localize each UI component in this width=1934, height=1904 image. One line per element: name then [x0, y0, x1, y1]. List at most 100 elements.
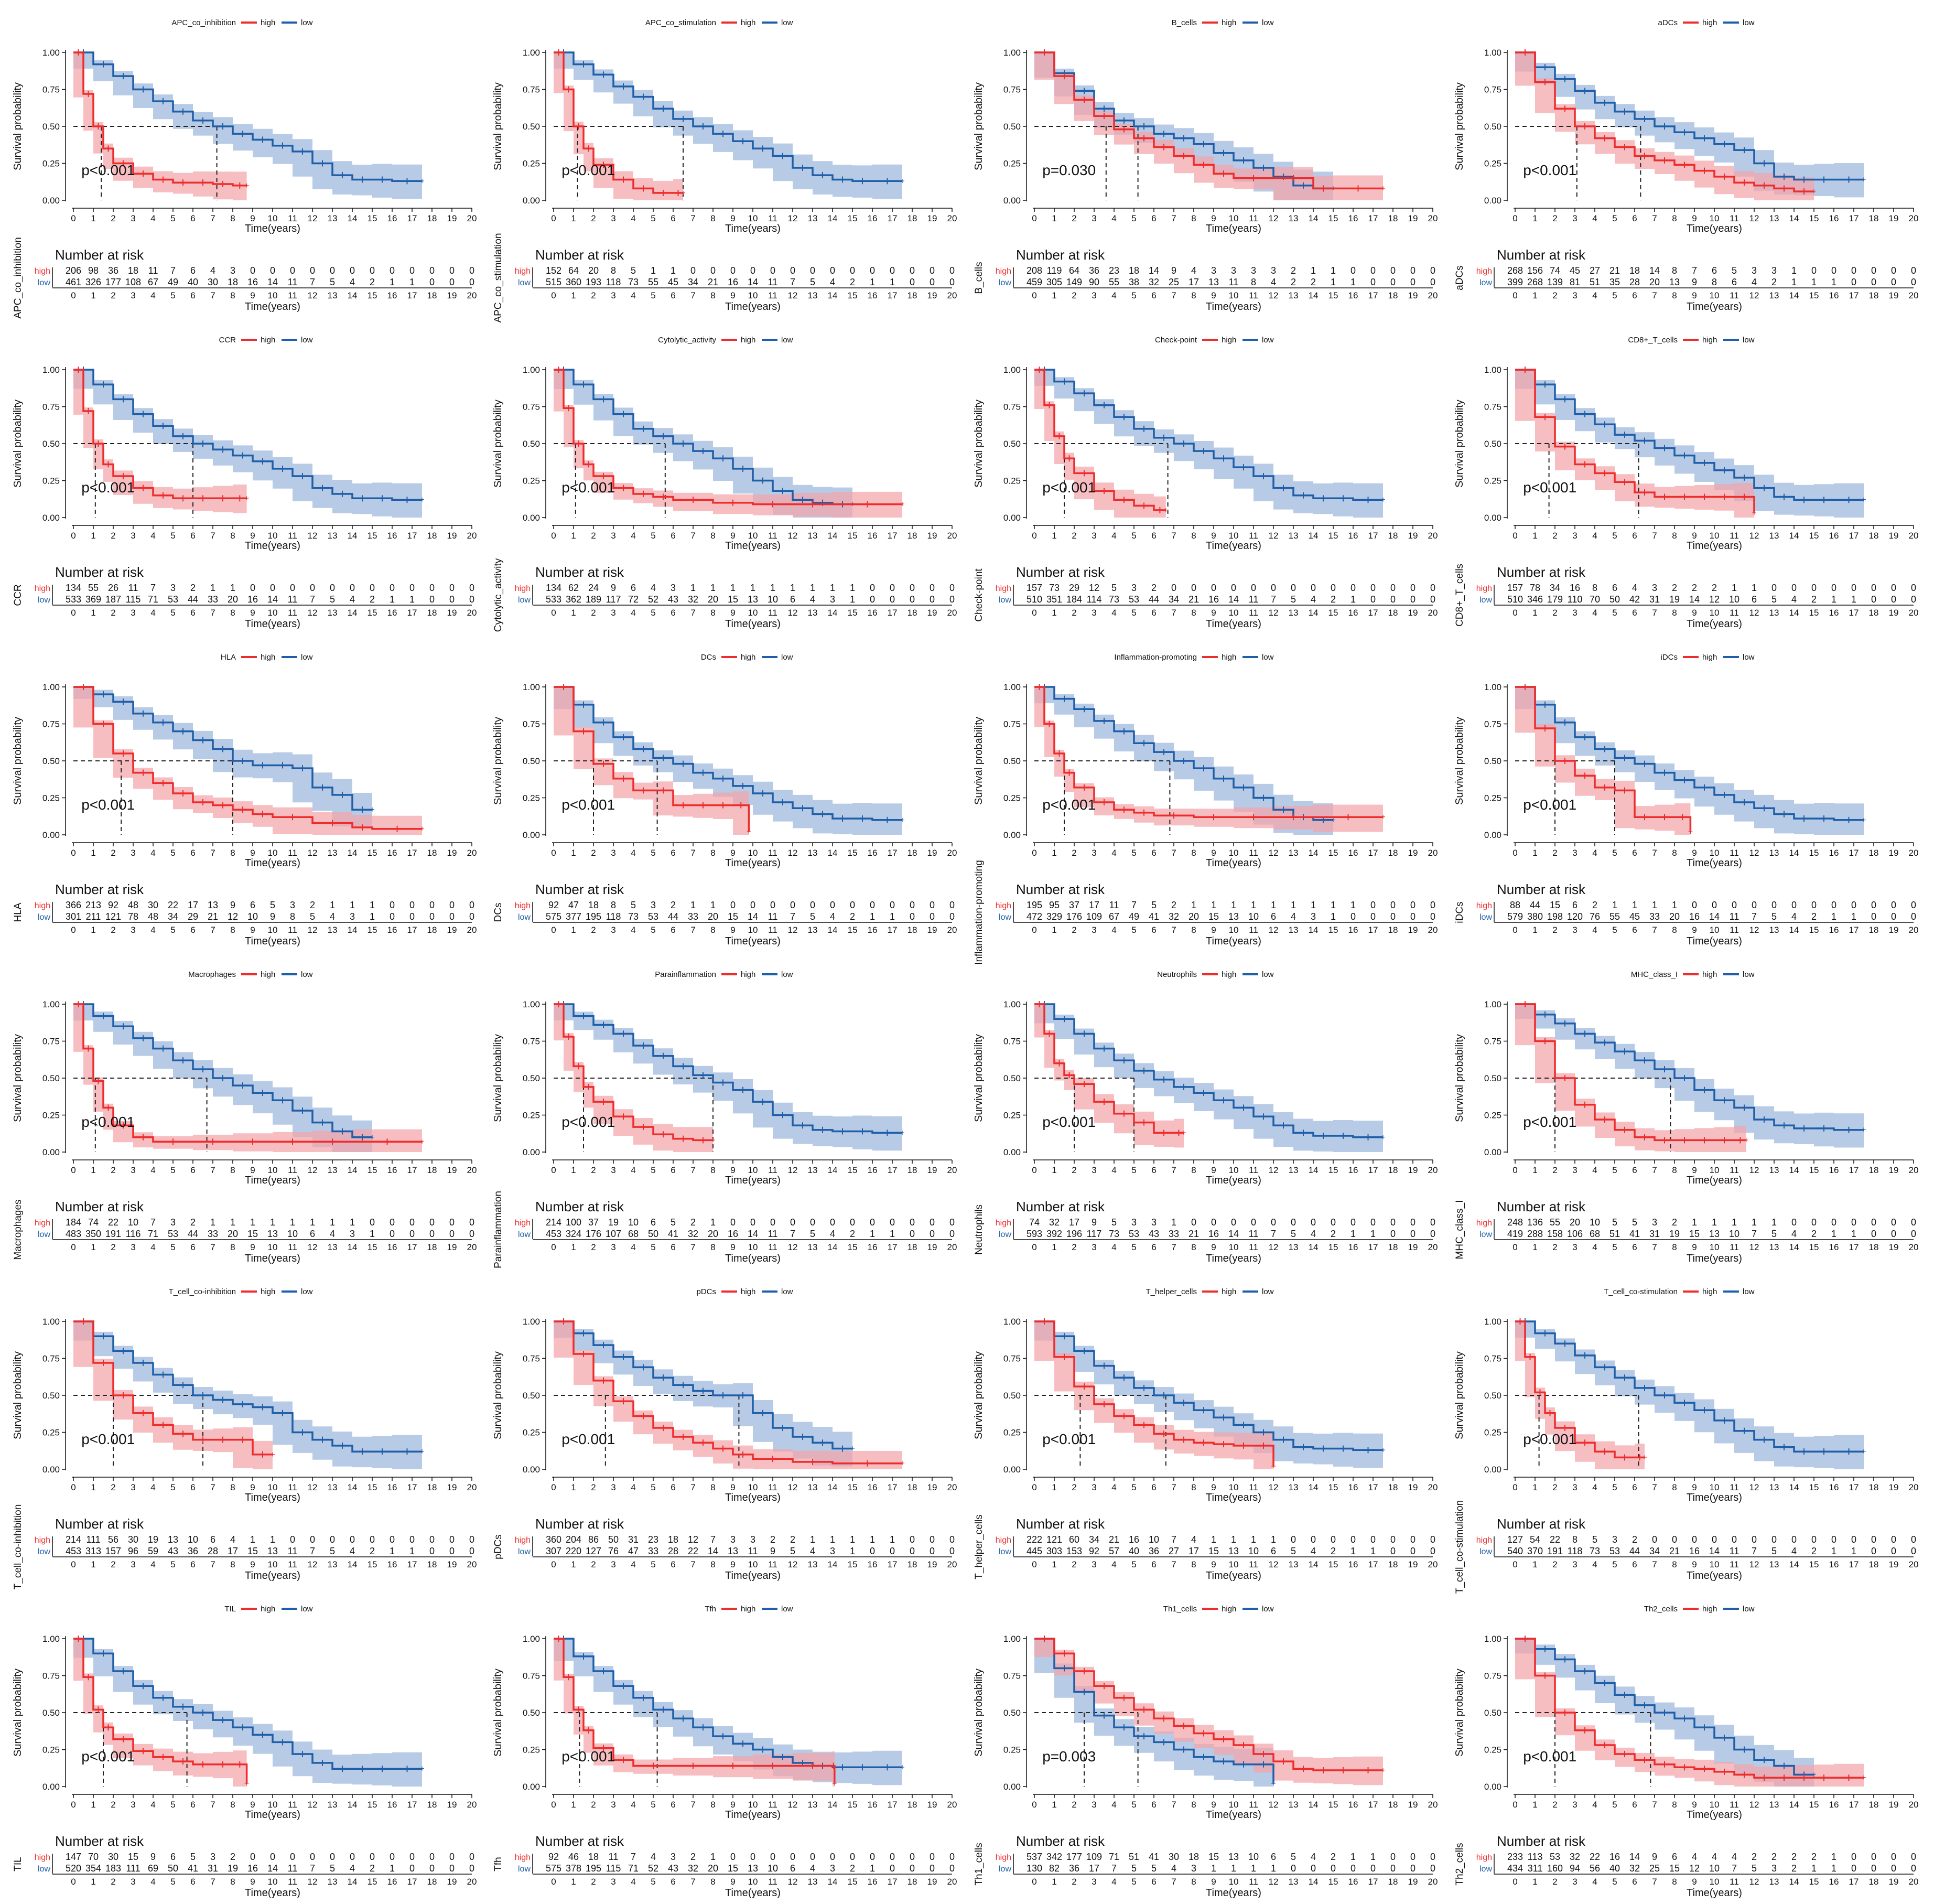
x-axis-title: Time(years) [1687, 1809, 1742, 1821]
risk-x-tick-label: 14 [1309, 1877, 1319, 1887]
x-tick-label: 18 [907, 1482, 917, 1492]
x-tick-label: 12 [788, 213, 798, 223]
risk-count-high: 0 [1871, 1852, 1876, 1862]
risk-x-tick-label: 5 [170, 1877, 175, 1887]
legend-low-label: low [1743, 1287, 1755, 1296]
risk-table-ylabel: aDCs [1454, 265, 1465, 291]
risk-x-tick-label: 15 [1809, 1242, 1819, 1252]
risk-count-low: 10 [1729, 1229, 1739, 1239]
x-tick-label: 17 [1849, 213, 1859, 223]
legend-high-label: high [1222, 1605, 1236, 1613]
risk-x-tick-label: 13 [1769, 291, 1779, 300]
risk-x-tick-label: 9 [730, 1877, 735, 1887]
risk-row-label-low: low [38, 596, 50, 605]
risk-count-low: 445 [1027, 1546, 1042, 1556]
risk-row-label-high: high [515, 901, 531, 910]
x-tick-label: 18 [1388, 531, 1398, 541]
risk-count-low: 14 [748, 277, 758, 287]
legend-low-label: low [301, 18, 313, 27]
risk-count-high: 0 [850, 1852, 855, 1862]
x-tick-label: 9 [1692, 1482, 1697, 1492]
legend-strata-label: APC_co_stimulation [645, 18, 716, 27]
y-tick-label: 0.00 [523, 513, 540, 523]
risk-x-tick-label: 14 [1789, 925, 1799, 935]
risk-count-low: 21 [708, 277, 718, 287]
risk-count-low: 0 [1871, 911, 1876, 922]
risk-count-low: 55 [1109, 277, 1119, 287]
risk-count-high: 0 [949, 1852, 955, 1862]
legend-low-label: low [301, 970, 313, 979]
low-survival-curve [1034, 369, 1383, 501]
risk-count-high: 48 [128, 900, 138, 910]
x-tick-label: 3 [1572, 1482, 1577, 1492]
risk-count-high: 0 [1430, 1852, 1435, 1862]
risk-x-tick-label: 12 [1749, 1559, 1759, 1569]
risk-row-label-low: low [999, 1230, 1011, 1239]
risk-count-high: 4 [1692, 1852, 1697, 1862]
low-end-marker: + [370, 1133, 374, 1142]
risk-count-high: 360 [546, 1534, 561, 1545]
risk-count-high: 0 [409, 900, 415, 910]
x-tick-label: 18 [427, 1800, 437, 1810]
risk-count-low: 9 [1692, 277, 1697, 287]
high-survival-curve [554, 686, 750, 832]
risk-count-high: 0 [1652, 1534, 1657, 1545]
risk-count-low: 33 [1649, 911, 1660, 922]
risk-x-tick-label: 20 [947, 925, 957, 935]
risk-count-high: 78 [1530, 583, 1540, 593]
risk-count-low: 10 [287, 1229, 298, 1239]
risk-x-tick-label: 0 [1512, 1559, 1517, 1569]
risk-count-high: 17 [1069, 1217, 1079, 1228]
risk-row-label-high: high [35, 1219, 50, 1228]
risk-count-low: 28 [208, 1546, 218, 1556]
risk-x-tick-label: 7 [210, 1242, 215, 1252]
x-tick-label: 17 [1368, 1800, 1378, 1810]
risk-x-tick-label: 2 [1072, 608, 1076, 618]
x-tick-label: 6 [1632, 1482, 1637, 1492]
x-tick-label: 1 [571, 848, 576, 858]
x-tick-label: 14 [1789, 848, 1799, 858]
risk-count-low: 0 [1350, 911, 1356, 922]
x-tick-label: 12 [308, 531, 318, 541]
risk-count-low: 17 [1089, 1863, 1099, 1874]
risk-count-high: 18 [668, 1534, 678, 1545]
x-tick-label: 6 [1632, 531, 1637, 541]
risk-count-low: 32 [688, 1229, 698, 1239]
low-end-marker: + [419, 1447, 424, 1456]
y-tick-label: 0.25 [523, 476, 540, 486]
risk-row-label-low: low [38, 1230, 50, 1239]
risk-x-tick-label: 18 [1388, 1242, 1398, 1252]
risk-count-low: 92 [1089, 1546, 1099, 1556]
risk-count-low: 0 [1390, 1229, 1396, 1239]
x-tick-label: 15 [1809, 1165, 1819, 1175]
risk-count-low: 0 [429, 911, 435, 922]
risk-count-low: 73 [1590, 1546, 1600, 1556]
x-axis-title: Time(years) [1687, 857, 1742, 869]
risk-count-high: 0 [310, 1852, 315, 1862]
high-end-marker: + [244, 181, 249, 190]
risk-x-tick-label: 7 [1171, 1877, 1176, 1887]
risk-count-low: 14 [267, 594, 278, 605]
risk-count-high: 3 [1771, 265, 1777, 276]
risk-count-high: 8 [1592, 583, 1597, 593]
x-tick-label: 20 [467, 213, 477, 223]
y-tick-label: 0.75 [1003, 719, 1021, 729]
risk-row-label-low: low [999, 913, 1011, 922]
y-tick-label: 1.00 [1003, 1317, 1021, 1327]
risk-x-tick-label: 9 [1211, 608, 1216, 618]
risk-x-tick-label: 19 [1889, 608, 1899, 618]
risk-count-high: 5 [190, 1852, 196, 1862]
risk-count-low: 22 [688, 1546, 698, 1556]
risk-count-high: 0 [949, 265, 955, 276]
risk-x-tick-label: 10 [268, 608, 278, 618]
risk-count-high: 2 [790, 1534, 795, 1545]
x-tick-label: 18 [907, 531, 917, 541]
risk-count-low: 183 [105, 1863, 121, 1874]
risk-x-tick-label: 14 [1309, 608, 1319, 618]
y-tick-label: 1.00 [42, 48, 60, 58]
risk-row-label-high: high [515, 1536, 531, 1545]
y-tick-label: 0.25 [1003, 793, 1021, 803]
risk-count-low: 313 [85, 1546, 101, 1556]
x-tick-label: 11 [1249, 1165, 1258, 1175]
y-tick-label: 0.75 [523, 1354, 540, 1364]
